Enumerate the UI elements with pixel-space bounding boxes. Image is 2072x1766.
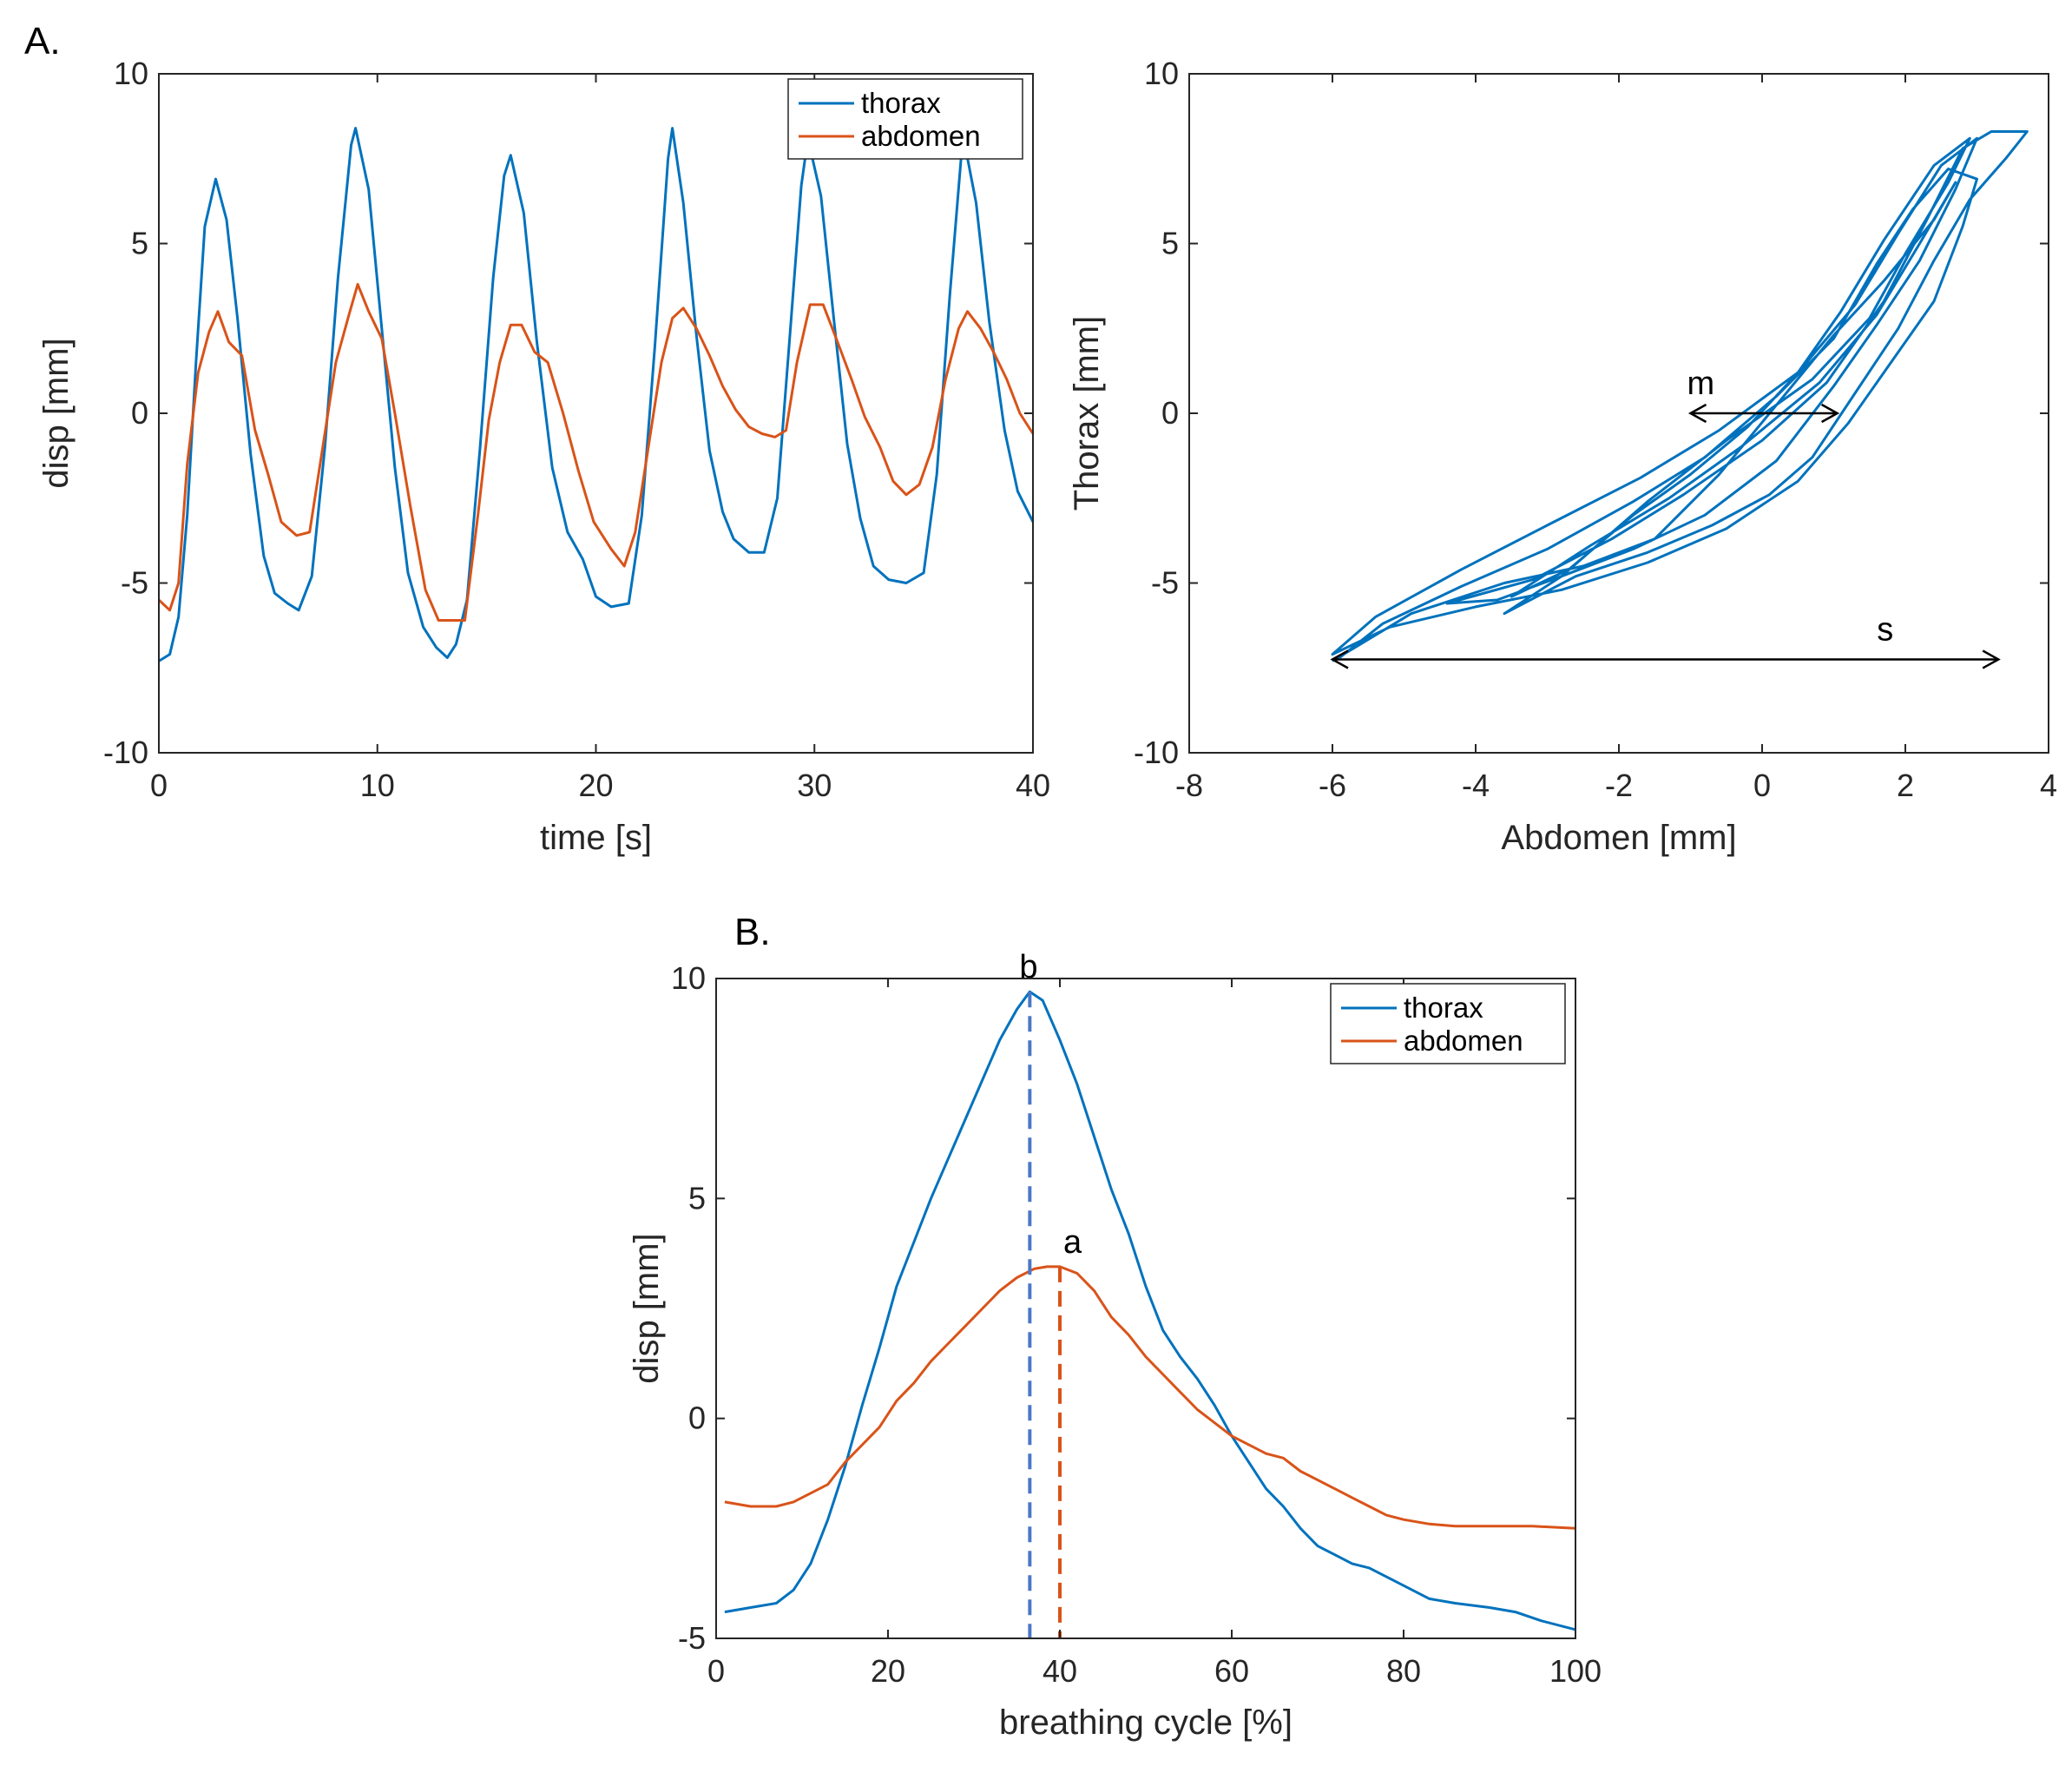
x-tick-label: 2 bbox=[1897, 768, 1914, 803]
arrow-label-m: m bbox=[1687, 366, 1715, 402]
thorax-abdomen-loop-chart: m s -8 -6 -4 -2 0 2 4 -10 -5 0 5 10 Abdomen [mm] Thorax… bbox=[1068, 56, 2057, 857]
y-tick-label: 0 bbox=[688, 1400, 706, 1436]
legend-box bbox=[787, 78, 1023, 160]
y-tick-label: -10 bbox=[1134, 735, 1179, 770]
x-tick-label: 100 bbox=[1549, 1653, 1602, 1689]
x-tick-label: 40 bbox=[1016, 768, 1050, 803]
y-tick-label: -5 bbox=[1151, 565, 1179, 601]
arrow-head-right-m bbox=[1821, 403, 1840, 424]
x-tick-label: 0 bbox=[1753, 768, 1771, 803]
y-tick-label: 0 bbox=[1161, 395, 1179, 431]
y-tick-label: 5 bbox=[131, 226, 148, 261]
series-line-loop bbox=[1331, 130, 2029, 662]
arrow-label-s: s bbox=[1877, 611, 1893, 648]
x-tick-label: 20 bbox=[871, 1653, 905, 1689]
x-tick-label: 60 bbox=[1214, 1653, 1249, 1689]
y-axis-label: Thorax [mm] bbox=[1068, 316, 1106, 511]
y-tick-label: -10 bbox=[103, 735, 148, 770]
axes-box bbox=[1188, 73, 2049, 754]
x-tick-label: 4 bbox=[2040, 768, 2057, 803]
x-tick-label: 10 bbox=[360, 768, 395, 803]
x-tick-label: 0 bbox=[150, 768, 168, 803]
arrow-head-left-m bbox=[1687, 403, 1707, 424]
x-tick-label: 80 bbox=[1386, 1653, 1421, 1689]
y-axis-label: disp [mm] bbox=[628, 1233, 666, 1383]
y-tick-label: -5 bbox=[121, 565, 148, 601]
legend-label-abdomen: abdomen bbox=[1404, 1025, 1523, 1057]
y-tick-label: 0 bbox=[131, 395, 148, 431]
x-tick-label: 20 bbox=[578, 768, 613, 803]
y-axis-label: disp [mm] bbox=[37, 338, 76, 488]
arrow-head-left-s bbox=[1330, 649, 1349, 669]
axes-box bbox=[715, 978, 1576, 1639]
y-tick-label: 5 bbox=[688, 1180, 706, 1216]
axes-box bbox=[158, 73, 1034, 754]
x-axis-label: time [s] bbox=[540, 819, 652, 857]
legend-label-thorax: thorax bbox=[1404, 992, 1483, 1024]
time-series-chart: 0 10 20 30 40 -10 -5 0 5 10 time [s] disp [mm] thora… bbox=[37, 56, 1050, 857]
peak-label-a: a bbox=[1063, 1224, 1082, 1261]
x-tick-label: -2 bbox=[1605, 768, 1633, 803]
x-tick-label: -6 bbox=[1319, 768, 1346, 803]
x-axis-label: Abdomen [mm] bbox=[1501, 819, 1736, 857]
series-line-thorax bbox=[158, 127, 1035, 662]
x-tick-label: 0 bbox=[707, 1653, 725, 1689]
panel-label-a: A. bbox=[24, 20, 61, 63]
y-tick-label: 10 bbox=[114, 56, 148, 91]
series-line-thorax bbox=[724, 990, 1576, 1631]
legend-label-abdomen: abdomen bbox=[861, 120, 981, 152]
legend-label-thorax: thorax bbox=[861, 87, 941, 119]
x-tick-label: 30 bbox=[797, 768, 832, 803]
x-axis-label: breathing cycle [%] bbox=[999, 1703, 1293, 1742]
y-tick-label: 10 bbox=[1144, 56, 1179, 91]
panel-label-b: B. bbox=[734, 911, 771, 953]
y-tick-label: -5 bbox=[678, 1620, 706, 1656]
arrow-head-right-s bbox=[1982, 649, 2001, 669]
x-tick-label: 40 bbox=[1043, 1653, 1077, 1689]
legend-box bbox=[1330, 983, 1566, 1064]
y-tick-label: 5 bbox=[1161, 226, 1179, 261]
x-tick-label: -4 bbox=[1462, 768, 1490, 803]
x-tick-label: -8 bbox=[1175, 768, 1203, 803]
y-tick-label: 10 bbox=[671, 960, 706, 996]
peak-label-b: b bbox=[1019, 949, 1037, 985]
series-line-abdomen bbox=[724, 1265, 1576, 1530]
series-line-abdomen bbox=[157, 282, 1035, 622]
